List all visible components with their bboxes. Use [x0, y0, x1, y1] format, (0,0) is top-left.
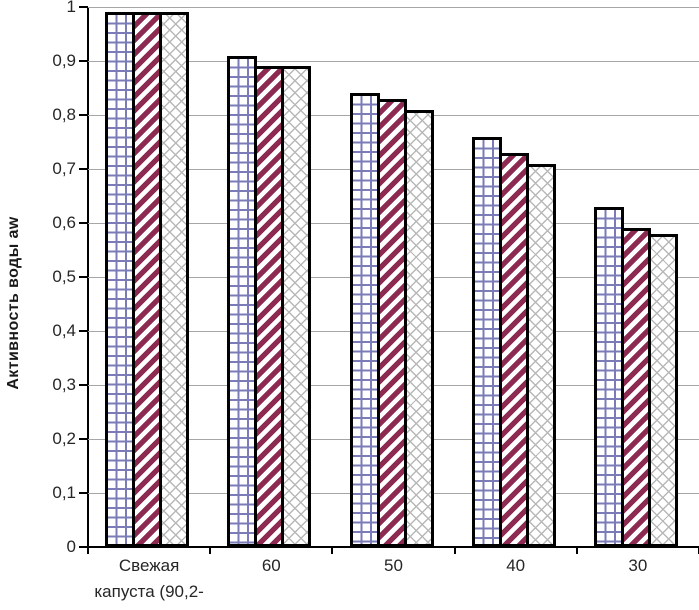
y-tick-mark [79, 114, 88, 116]
y-tick-mark [79, 492, 88, 494]
bar-stripe-cat5 [621, 228, 651, 547]
y-tick-label: 0,1 [52, 483, 76, 502]
x-tick-mark [453, 548, 456, 554]
y-tick-mark [79, 168, 88, 170]
bar-stripe-cat3 [377, 99, 407, 547]
y-axis-title: Активность воды aw [5, 216, 22, 390]
y-axis-line [87, 7, 89, 548]
x-tick-mark [331, 548, 334, 554]
y-tick-label: 0,9 [52, 51, 76, 70]
y-tick-mark [79, 330, 88, 332]
x-category-label: Свежая капуста (90,2- [94, 556, 204, 601]
y-tick-mark [79, 6, 88, 8]
gridline-0,9 [88, 60, 699, 62]
y-tick-label: 1 [66, 0, 76, 16]
y-tick-mark [79, 384, 88, 386]
y-tick-label: 0,2 [52, 429, 76, 448]
x-tick-mark [575, 548, 578, 554]
x-axis-line [79, 546, 699, 548]
y-tick-label: 0,6 [52, 213, 76, 232]
x-category-label: 40 [506, 556, 526, 575]
y-tick-label: 0,4 [52, 321, 76, 340]
bar-cross-cat1 [159, 12, 189, 547]
bar-grid-cat1 [105, 12, 135, 547]
y-tick-mark [79, 438, 88, 440]
bar-stripe-cat2 [254, 66, 284, 547]
y-tick-label: 0,8 [52, 105, 76, 124]
x-category-label: 60 [261, 556, 281, 575]
y-tick-mark [79, 276, 88, 278]
x-category-label: 30 [628, 556, 648, 575]
bar-grid-cat3 [350, 93, 380, 547]
y-tick-label: 0,7 [52, 159, 76, 178]
bar-cross-cat2 [281, 66, 311, 547]
bar-cross-cat4 [526, 164, 556, 547]
x-tick-mark [209, 548, 212, 554]
y-tick-label: 0,5 [52, 267, 76, 286]
x-category-label: 50 [384, 556, 403, 575]
bar-grid-cat5 [594, 207, 624, 547]
bar-cross-cat5 [648, 234, 678, 547]
bar-grid-cat4 [472, 137, 502, 547]
bar-grid-cat2 [227, 56, 257, 547]
gridline-1 [88, 6, 699, 8]
y-tick-label: 0 [66, 537, 76, 556]
bar-stripe-cat4 [499, 153, 529, 547]
x-tick-mark [87, 548, 89, 554]
y-tick-mark [79, 222, 88, 224]
y-tick-mark [79, 546, 88, 548]
y-tick-label: 0,3 [52, 375, 76, 394]
y-tick-mark [79, 60, 88, 62]
bar-stripe-cat1 [132, 12, 162, 547]
bar-cross-cat3 [404, 110, 434, 547]
